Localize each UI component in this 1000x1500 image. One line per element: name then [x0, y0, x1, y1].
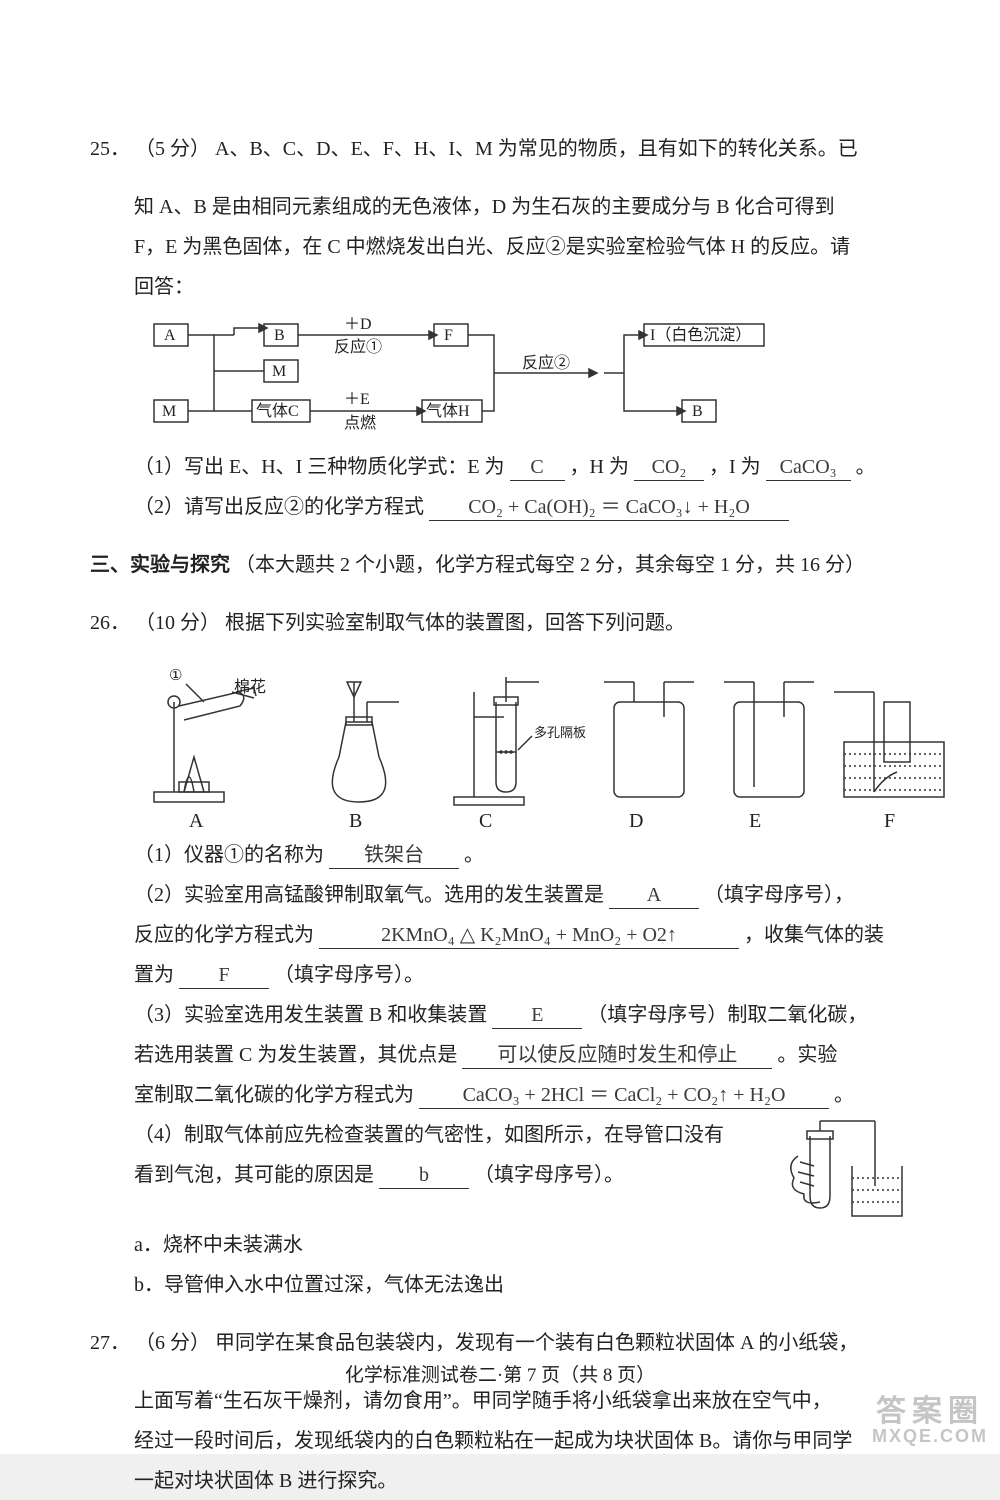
q26-s3l3-prefix: 室制取二氧化碳的化学方程式为: [134, 1084, 414, 1106]
watermark-l1: 答案圈: [872, 1396, 988, 1428]
flow-F: F: [444, 327, 453, 344]
q25-s2-eq: CO₂ + Ca(OH)₂ ＝ CaCO₃↓ + H₂O: [429, 494, 789, 521]
flow-I: I（白色沉淀）: [650, 326, 751, 344]
exam-page: 25． （5 分） A、B、C、D、E、F、H、I、M 为常见的物质，且有如下的…: [0, 0, 1000, 1454]
q26-s3l1-ans: E: [492, 1002, 582, 1029]
q26-s3l3-tail: 。: [834, 1084, 854, 1106]
q26-s2-l1: （2）实验室用高锰酸钾制取氧气。选用的发生装置是 A （填字母序号），: [134, 876, 910, 914]
flow-C: 气体C: [256, 402, 299, 420]
question-26: 26． （10 分） 根据下列实验室制取气体的装置图，回答下列问题。: [90, 604, 910, 1304]
q26-s4-a: a．烧杯中未装满水: [134, 1226, 910, 1264]
q25-s1-E: C: [510, 454, 565, 481]
q27-l1: 甲同学在某食品包装袋内，发现有一个装有白色颗粒状固体 A 的小纸袋，: [215, 1332, 858, 1354]
q26-s4-b: b．导管伸入水中位置过深，气体无法逸出: [134, 1266, 910, 1304]
flow-B: B: [274, 327, 285, 344]
q25-number: 25．: [90, 138, 130, 160]
q25-stem-l3: F，E 为黑色固体，在 C 中燃烧发出白光、反应②是实验室检验气体 H 的反应。…: [134, 228, 910, 266]
q26-s2l3-ans: F: [179, 962, 269, 989]
q25-s1-prefix: （1）写出 E、H、I 三种物质化学式：E 为: [134, 456, 505, 478]
flow-H: 气体H: [426, 402, 470, 420]
q26-airtight-figure: [780, 1116, 910, 1226]
flow-r1: 反应①: [334, 337, 382, 356]
question-27: 27． （6 分） 甲同学在某食品包装袋内，发现有一个装有白色颗粒状固体 A 的…: [90, 1324, 910, 1500]
q25-stem-l2: 知 A、B 是由相同元素组成的无色液体，D 为生石灰的主要成分与 B 化合可得到: [134, 188, 910, 226]
q25-flowchart: A M B M 气体C F 气体H I（白色沉淀） B ＋D 反应① ＋E 点燃…: [134, 314, 910, 434]
q26-cap-C: C: [479, 810, 492, 832]
q26-s3l1-tail: （填字母序号）制取二氧化碳，: [587, 1004, 867, 1026]
flow-r2: 反应②: [522, 353, 570, 372]
q26-s1-ans: 铁架台: [329, 842, 459, 869]
q26-label-circ1: ①: [169, 668, 182, 684]
q26-number: 26．: [90, 612, 130, 634]
q26-s2-l2: 反应的化学方程式为 2KMnO₄ △ K₂MnO₄ + MnO₂ + O2↑ ，…: [134, 916, 910, 954]
q26-s3l1-prefix: （3）实验室选用发生装置 B 和收集装置: [134, 1004, 487, 1026]
watermark: 答案圈 MXQE.COM: [872, 1396, 988, 1446]
q25-s1-m1: ，H 为: [570, 456, 629, 478]
q26-s3l3-ans: CaCO₃ + 2HCl ＝ CaCl₂ + CO₂↑ + H₂O: [419, 1082, 829, 1109]
q26-s2l2-tail: ，收集气体的装: [744, 924, 884, 946]
q26-cap-E: E: [749, 810, 761, 832]
q25-sub2: （2）请写出反应②的化学方程式 CO₂ + Ca(OH)₂ ＝ CaCO₃↓ +…: [134, 488, 910, 526]
q26-s2l3-tail: （填字母序号）。: [274, 964, 424, 986]
q26-s1-tail: 。: [464, 844, 484, 866]
flow-M2: M: [162, 403, 176, 420]
q25-s1-I: CaCO₃: [766, 454, 851, 481]
q25-stem-l1: A、B、C、D、E、F、H、I、M 为常见的物质，且有如下的转化关系。已: [215, 138, 858, 160]
q26-cap-B: B: [349, 810, 362, 832]
q26-s1-prefix: （1）仪器①的名称为: [134, 844, 324, 866]
q27-l3: 经过一段时间后，发现纸袋内的白色颗粒粘在一起成为块状固体 B。请你与甲同学: [134, 1422, 910, 1460]
q26-s2-l3: 置为 F （填字母序号）。: [134, 956, 910, 994]
q26-s2l2-ans: 2KMnO₄ △ K₂MnO₄ + MnO₂ + O2↑: [319, 922, 739, 949]
section3-title: 三、实验与探究: [90, 554, 230, 576]
q25-s1-m2: ，I 为: [709, 456, 761, 478]
q25-s1-H: CO₂: [634, 454, 704, 481]
q26-s3l2-ans: 可以使反应随时发生和停止: [462, 1042, 772, 1069]
q25-stem-l4: 回答：: [134, 268, 910, 306]
flow-A: A: [164, 327, 176, 344]
flow-plusD: ＋D: [344, 316, 372, 333]
q26-apparatus-figure: ① 棉花: [134, 662, 910, 832]
q26-s3-l1: （3）实验室选用发生装置 B 和收集装置 E （填字母序号）制取二氧化碳，: [134, 996, 910, 1034]
q26-s1: （1）仪器①的名称为 铁架台 。: [134, 836, 910, 874]
q25-points: （5 分）: [135, 138, 210, 160]
q27-number: 27．: [90, 1332, 130, 1354]
page-footer: 化学标准测试卷二·第 7 页（共 8 页）: [0, 1358, 1000, 1394]
q26-stem: 根据下列实验室制取气体的装置图，回答下列问题。: [225, 612, 685, 634]
q26-s3-l2: 若选用装置 C 为发生装置，其优点是 可以使反应随时发生和停止 。实验: [134, 1036, 910, 1074]
watermark-l2: MXQE.COM: [872, 1427, 988, 1446]
flow-M1: M: [272, 363, 286, 380]
q26-cap-D: D: [629, 810, 643, 832]
q27-l4: 一起对块状固体 B 进行探究。: [134, 1462, 910, 1500]
q26-s3-l3: 室制取二氧化碳的化学方程式为 CaCO₃ + 2HCl ＝ CaCl₂ + CO…: [134, 1076, 910, 1114]
q26-s2l1-ans: A: [609, 882, 699, 909]
q26-s4l2-prefix: 看到气泡，其可能的原因是: [134, 1164, 374, 1186]
q26-s4l2-tail: （填字母序号）。: [474, 1164, 624, 1186]
q26-s2l1-tail: （填字母序号），: [704, 884, 854, 906]
q27-points: （6 分）: [135, 1332, 210, 1354]
question-25: 25． （5 分） A、B、C、D、E、F、H、I、M 为常见的物质，且有如下的…: [90, 130, 910, 526]
q26-s2l3-prefix: 置为: [134, 964, 174, 986]
flow-fire: 点燃: [344, 414, 376, 432]
q25-s2-prefix: （2）请写出反应②的化学方程式: [134, 496, 424, 518]
section3-heading: 三、实验与探究 （本大题共 2 个小题，化学方程式每空 2 分，其余每空 1 分…: [90, 546, 910, 584]
q26-cap-F: F: [884, 810, 895, 832]
q26-label-plate: 多孔隔板: [534, 725, 586, 740]
q26-s3l2-prefix: 若选用装置 C 为发生装置，其优点是: [134, 1044, 457, 1066]
q26-points: （10 分）: [135, 612, 220, 634]
q26-s3l2-tail: 。实验: [777, 1044, 837, 1066]
section3-desc: （本大题共 2 个小题，化学方程式每空 2 分，其余每空 1 分，共 16 分）: [235, 554, 865, 576]
q26-s4l2-ans: b: [379, 1162, 469, 1189]
q26-s2l2-prefix: 反应的化学方程式为: [134, 924, 314, 946]
flow-plusE: ＋E: [344, 391, 370, 408]
q25-sub1: （1）写出 E、H、I 三种物质化学式：E 为 C ，H 为 CO₂ ，I 为 …: [134, 448, 910, 486]
q26-s2l1-prefix: （2）实验室用高锰酸钾制取氧气。选用的发生装置是: [134, 884, 604, 906]
q26-cap-A: A: [189, 810, 204, 832]
q25-s1-tail: 。: [856, 456, 876, 478]
flow-Bout: B: [692, 403, 703, 420]
